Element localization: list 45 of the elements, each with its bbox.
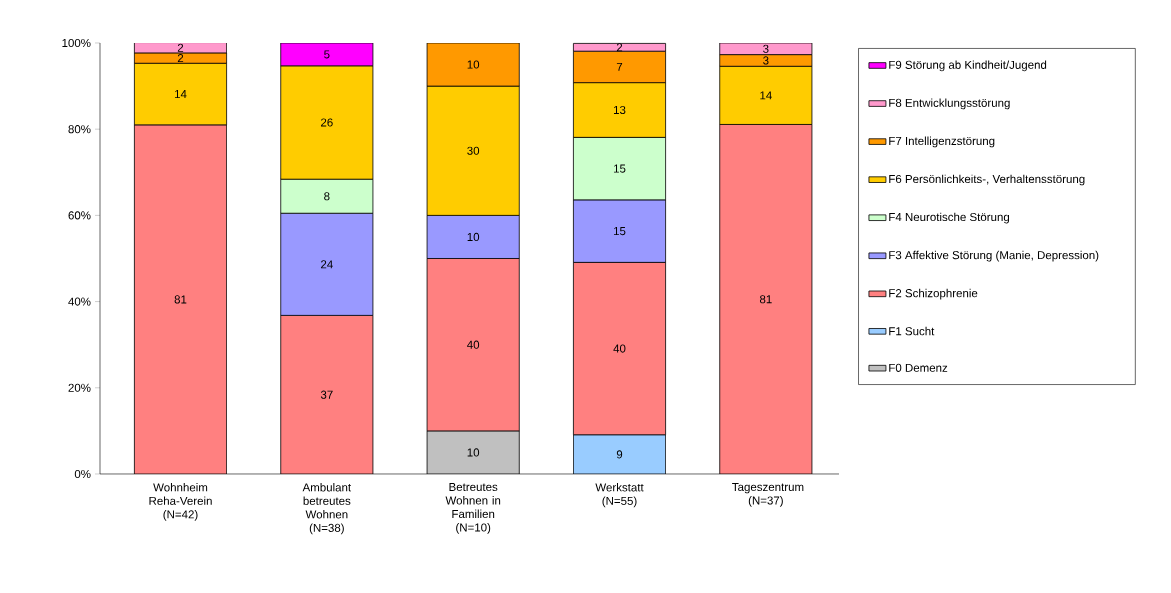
x-tick-label: Werkstatt (N=55) [595, 483, 644, 508]
y-tick-label: 20% [68, 383, 91, 392]
data-label: 15 [613, 164, 626, 173]
x-tick-label: Wohnheim Reha-Verein (N=42) [149, 483, 212, 521]
y-tick-label: 0% [74, 469, 91, 479]
data-label: 7 [616, 62, 623, 71]
data-label: 9 [616, 450, 623, 459]
data-label: 15 [613, 227, 626, 236]
y-tick-label: 40% [68, 297, 91, 306]
data-label: 26 [321, 118, 333, 127]
legend-label: F8 Entwicklungsstörung [889, 98, 1010, 110]
data-label: 40 [613, 344, 626, 353]
data-label: 10 [467, 232, 480, 241]
data-label: 81 [759, 295, 772, 304]
x-tick-label: Tageszentrum (N=37) [732, 483, 804, 507]
y-tick-label: 60% [68, 211, 91, 220]
data-label: 37 [320, 390, 333, 399]
data-label: 13 [613, 105, 626, 115]
data-label: 3 [763, 44, 769, 53]
data-label: 2 [177, 54, 184, 63]
x-tick-label: Betreutes Wohnen in Familien (N=10) [445, 483, 501, 534]
legend-label: F0 Demenz [889, 363, 948, 372]
y-tick-label: 80% [68, 125, 91, 134]
data-label: 40 [467, 340, 480, 349]
data-label: 10 [467, 60, 480, 69]
legend-label: F4 Neurotische Störung [889, 212, 1010, 224]
legend-label: F7 Intelligenzstörung [889, 136, 995, 148]
data-label: 8 [324, 192, 330, 201]
legend-label: F3 Affektive Störung (Manie, Depression) [889, 250, 1099, 262]
data-label: 81 [174, 295, 187, 304]
legend-label: F2 Schizophrenie [889, 288, 978, 300]
data-label: 5 [324, 50, 330, 59]
x-tick-label: Ambulant betreutes Wohnen (N=38) [302, 483, 352, 535]
legend-label: F1 Sucht [889, 326, 935, 336]
legend-label: F6 Persönlichkeits-, Verhaltensstörung [889, 174, 1085, 186]
data-label: 2 [177, 43, 184, 52]
data-label: 14 [174, 90, 187, 99]
data-label: 3 [763, 56, 769, 65]
y-tick-label: 100% [62, 38, 91, 48]
legend-label: F9 Störung ab Kindheit/Jugend [889, 60, 1047, 72]
data-label: 24 [321, 260, 333, 269]
data-label: 14 [760, 91, 772, 100]
data-label: 10 [467, 448, 480, 457]
data-label: 2 [616, 43, 623, 52]
data-label: 30 [467, 146, 480, 155]
